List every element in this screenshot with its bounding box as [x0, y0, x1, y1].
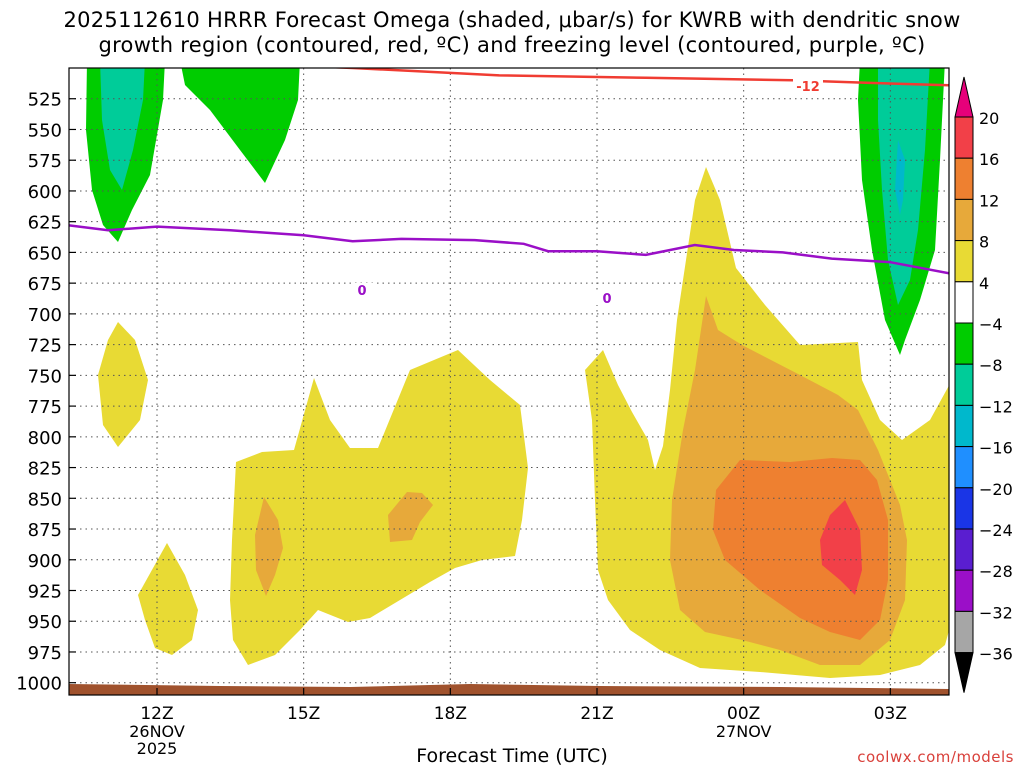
y-tick-label: 800 [28, 428, 62, 449]
y-tick-label: 825 [28, 459, 62, 480]
plot-grid [69, 68, 949, 695]
colorbar-band [954, 116, 974, 159]
y-tick-label: 875 [28, 520, 62, 541]
y-tick-label: 650 [28, 243, 62, 264]
x-tick-label: 12Z [140, 704, 173, 724]
omega-blob-minus16to12 [895, 140, 905, 215]
dendritic-growth-contour [323, 68, 949, 87]
colorbar-band [954, 610, 974, 654]
x-tick-label: 21Z [580, 704, 613, 724]
site-credit[interactable]: coolwx.com/models [857, 748, 1014, 766]
colorbar-label: −20 [979, 480, 1013, 499]
y-tick-label: 675 [28, 274, 62, 295]
colorbar-bottom-arrow [954, 652, 974, 693]
y-tick-label: 600 [28, 182, 62, 203]
y-tick-label: 975 [28, 643, 62, 664]
y-tick-label: 850 [28, 489, 62, 510]
omega-blob-minus8to4 [181, 68, 300, 183]
y-tick-label: 525 [28, 90, 62, 111]
colorbar-band [954, 322, 974, 365]
colorbar: 20 16 12 8 4 −4 −8 −12 −16 −20 −24 −28 −32 −36 [954, 76, 1013, 693]
colorbar-label: 16 [979, 150, 999, 169]
x-axis-label: Forecast Time (UTC) [416, 745, 608, 767]
colorbar-label: −8 [979, 356, 1003, 375]
y-tick-label: 550 [28, 120, 62, 141]
x-tick-label: 00Z [727, 704, 760, 724]
omega-blob-minus12to8 [878, 68, 930, 305]
colorbar-label: −36 [979, 645, 1013, 664]
freezing-level-contour [69, 224, 949, 275]
y-tick-label: 700 [28, 305, 62, 326]
y-axis: 525 550 575 600 625 650 675 700 725 750 775 800 825 8… [16, 90, 76, 695]
colorbar-label: 4 [979, 274, 989, 293]
colorbar-top-arrow [954, 76, 974, 118]
omega-blob-4to8 [98, 322, 148, 447]
colorbar-band [954, 240, 974, 283]
x-tick-label: 18Z [434, 704, 467, 724]
omega-blob-minus12to8 [100, 68, 145, 190]
x-tick-sublabel: 27NOV [716, 722, 772, 741]
colorbar-label: −24 [979, 521, 1013, 540]
x-tick-label: 15Z [287, 704, 320, 724]
omega-blob-4to8 [138, 543, 198, 655]
omega-blob-16to20 [820, 500, 862, 595]
colorbar-label: −4 [979, 315, 1003, 334]
colorbar-label: 8 [979, 233, 989, 252]
colorbar-band [954, 157, 974, 200]
colorbar-band [954, 363, 974, 406]
colorbar-band [954, 404, 974, 448]
plot-frame [68, 67, 950, 696]
colorbar-label: −32 [979, 603, 1013, 622]
dendritic-growth-label: -12 [796, 80, 820, 95]
colorbar-label: −28 [979, 562, 1013, 581]
y-tick-label: 575 [28, 151, 62, 172]
y-tick-label: 950 [28, 612, 62, 633]
y-tick-label: 900 [28, 551, 62, 572]
y-tick-label: 750 [28, 366, 62, 387]
x-tick-sublabel: 26NOV [129, 722, 185, 741]
y-tick-label: 625 [28, 213, 62, 234]
title-line-2: growth region (contoured, red, ºC) and f… [98, 33, 926, 57]
colorbar-band [954, 487, 974, 530]
colorbar-band [954, 569, 974, 612]
colorbar-band [954, 446, 974, 489]
chart-title: 2025112610 HRRR Forecast Omega (shaded, … [0, 8, 1024, 58]
title-line-1: 2025112610 HRRR Forecast Omega (shaded, … [63, 8, 961, 32]
freezing-level-label: 0 [602, 292, 611, 307]
y-tick-label: 1000 [16, 674, 62, 695]
y-tick-label: 775 [28, 397, 62, 418]
omega-shading-positive [98, 167, 949, 678]
y-tick-label: 725 [28, 336, 62, 357]
colorbar-label: 20 [979, 109, 999, 128]
colorbar-band [954, 528, 974, 571]
colorbar-band [954, 198, 974, 242]
colorbar-label: −16 [979, 439, 1013, 458]
x-tick-label: 03Z [874, 704, 907, 724]
colorbar-label: 12 [979, 191, 999, 210]
x-tick-sublabel: 2025 [137, 739, 178, 758]
terrain-ground [69, 684, 949, 695]
colorbar-band [954, 281, 974, 324]
y-tick-label: 925 [28, 582, 62, 603]
omega-blob-8to12 [255, 497, 283, 596]
omega-blob-4to8 [230, 350, 528, 665]
freezing-level-label: 0 [357, 284, 366, 299]
contour-labels: 0 0 -12 [351, 79, 823, 307]
colorbar-label: −12 [979, 397, 1013, 416]
